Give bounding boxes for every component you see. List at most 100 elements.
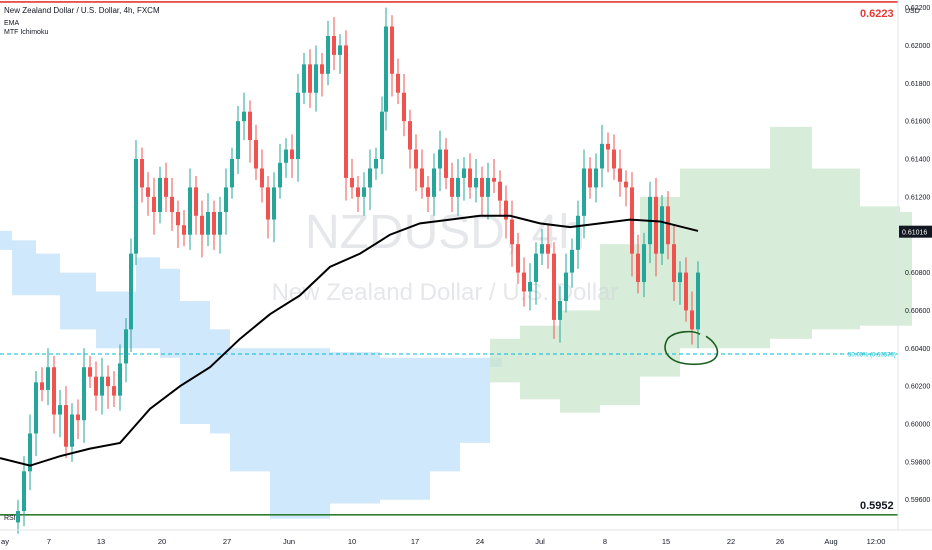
candle-body: [152, 196, 156, 212]
candle-body: [326, 35, 330, 74]
candle-body: [88, 367, 92, 377]
rsi-panel-label[interactable]: RSI: [4, 515, 16, 522]
candle-body: [444, 149, 448, 178]
candle-body: [338, 45, 342, 55]
candle-body: [200, 215, 204, 235]
current-price-tag: [899, 225, 932, 238]
candle-body: [344, 45, 348, 178]
candle-body: [266, 187, 270, 220]
x-tick-label: 8: [603, 537, 607, 546]
cloud-green-area: [490, 126, 912, 413]
x-tick-label: 26: [776, 537, 784, 546]
candle-body: [666, 206, 670, 245]
y-tick-label: 0.61600: [905, 119, 930, 126]
candle-body: [164, 177, 168, 197]
candle-body: [332, 35, 336, 55]
candle-body: [64, 405, 68, 447]
candle-body: [432, 168, 436, 197]
y-tick-label: 0.61800: [905, 81, 930, 88]
candle-body: [660, 206, 664, 254]
y-tick-label: 0.60400: [905, 346, 930, 353]
candle-body: [582, 168, 586, 216]
current-price-label: 0.61016: [902, 230, 927, 237]
candle-body: [248, 111, 252, 141]
candle-body: [678, 272, 682, 283]
candle-body: [690, 310, 694, 330]
candle-body: [224, 187, 228, 212]
candle-body: [498, 181, 502, 201]
candle-body: [314, 64, 318, 93]
candle-body: [118, 363, 122, 396]
candle-body: [134, 159, 138, 254]
candle-body: [40, 382, 44, 390]
candle-body: [504, 200, 508, 220]
candle-body: [182, 225, 186, 235]
candle-body: [302, 64, 306, 93]
candle-body: [672, 244, 676, 283]
indicator-ema-label[interactable]: EMA: [4, 20, 20, 27]
candle-body: [278, 162, 282, 188]
candle-body: [468, 168, 472, 188]
candle-body: [380, 111, 384, 159]
chart-title: New Zealand Dollar / U.S. Dollar, 4h, FX…: [4, 6, 160, 15]
watermark-symbol: NZDUSD, 4h: [305, 206, 585, 259]
candle-body: [94, 376, 98, 396]
ichimoku-cloud-blue: [0, 230, 502, 519]
candle-body: [450, 177, 454, 197]
fib-label: 50.00% (0.60370): [848, 352, 896, 358]
y-tick-label: 0.62000: [905, 43, 930, 50]
candle-body: [684, 272, 688, 311]
candle-body: [492, 177, 496, 182]
candle-body: [696, 272, 700, 330]
candle-body: [624, 181, 628, 188]
candle-body: [374, 159, 378, 169]
time-axis: ay 7 13 20 27 Jun 10 17 24 Jul 8 15 22 26 Aug 12:00: [1, 537, 885, 546]
annotation-circle-path: [664, 330, 719, 366]
candle-body: [112, 386, 116, 396]
candle-body: [384, 26, 388, 112]
candle-body: [129, 253, 133, 330]
candle-body: [438, 149, 442, 169]
y-tick-label: 0.59800: [905, 459, 930, 466]
x-tick-label: 27: [223, 537, 231, 546]
candle-body: [516, 244, 520, 273]
candle-body: [534, 253, 538, 283]
candle-body: [34, 382, 38, 434]
candle-body: [272, 187, 276, 220]
candle-body: [46, 367, 50, 390]
candle-body: [356, 187, 360, 197]
candle-body: [140, 159, 144, 188]
candle-body: [618, 168, 622, 182]
y-tick-label: 0.60600: [905, 308, 930, 315]
support-label: 0.5952: [860, 500, 894, 512]
candle-body: [654, 196, 658, 254]
y-tick-label: 0.60800: [905, 270, 930, 277]
candle-body: [70, 414, 74, 447]
candle-body: [194, 187, 198, 216]
candle-body: [106, 376, 110, 387]
price-axis: 0.62200 0.62000 0.61800 0.61600 0.61400 0.612…: [0, 0, 932, 531]
x-tick-label: Jun: [283, 537, 295, 546]
x-tick-label: 17: [411, 537, 419, 546]
candles: [16, 7, 700, 534]
candle-body: [594, 168, 598, 188]
x-tick-label: 15: [662, 537, 670, 546]
x-tick-label: ay: [1, 537, 9, 546]
x-tick-label: 24: [476, 537, 484, 546]
candle-body: [82, 367, 86, 421]
candle-body: [58, 405, 62, 415]
candle-body: [474, 177, 478, 188]
candle-body: [218, 212, 222, 235]
x-tick-label: Jul: [535, 537, 545, 546]
currency-label: USD: [905, 8, 920, 15]
indicator-ichimoku-label[interactable]: MTF Ichimoku: [4, 29, 49, 36]
x-tick-label: 7: [47, 537, 51, 546]
candle-body: [528, 282, 532, 292]
candle-body: [124, 329, 128, 364]
x-tick-label: 12:00: [867, 537, 886, 546]
candle-body: [158, 177, 162, 212]
y-tick-label: 0.59600: [905, 497, 930, 504]
candle-body: [480, 177, 484, 197]
candle-body: [576, 215, 580, 250]
